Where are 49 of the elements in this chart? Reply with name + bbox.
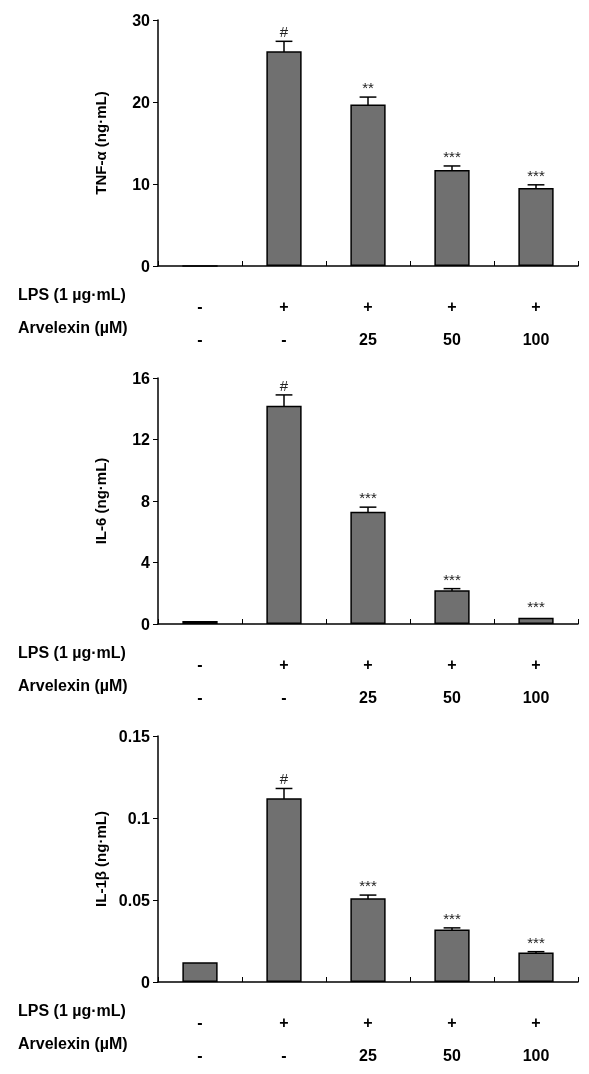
x-tick-label: + 100 <box>522 1014 550 1064</box>
x-tick-label: + 50 <box>443 1014 461 1064</box>
annotation: *** <box>527 933 545 951</box>
x-tick-label: + 100 <box>522 298 550 348</box>
annotation: # <box>279 376 289 394</box>
text: LPS (1 µg·mL) <box>18 643 126 661</box>
x-tick-label: + - <box>279 656 289 706</box>
annotation: *** <box>359 489 377 507</box>
y-tick-label: 0.1 <box>127 809 151 827</box>
text: Arvelexin (µM) <box>18 1034 128 1052</box>
y-tick-label: 30 <box>132 11 151 29</box>
y-tick-label: 0 <box>141 973 151 991</box>
annotation: *** <box>527 166 545 184</box>
x-tick-label: + 100 <box>522 656 550 706</box>
y-tick-label: 10 <box>132 175 151 193</box>
annotation: # <box>279 770 289 788</box>
y-tick-label: 8 <box>141 492 151 510</box>
x-tick-label: - - <box>197 1014 203 1064</box>
annotation: *** <box>359 877 377 895</box>
y-axis-title: IL-6 (ng·mL) <box>92 457 109 545</box>
y-tick-label: 4 <box>141 554 151 571</box>
x-tick-label: + 25 <box>359 1014 377 1064</box>
annotation: *** <box>443 147 461 165</box>
x-tick-label: + 50 <box>443 298 461 348</box>
annotation: ** <box>362 79 374 97</box>
annotation: *** <box>443 570 461 588</box>
text: Arvelexin (µM) <box>18 318 128 336</box>
x-tick-label: + 50 <box>443 656 461 706</box>
y-tick-label: 0.15 <box>118 727 151 745</box>
text: LPS (1 µg·mL) <box>18 285 126 303</box>
annotation: # <box>279 23 289 41</box>
annotation: *** <box>443 909 461 927</box>
x-tick-label: + 25 <box>359 656 377 706</box>
y-tick-label: 20 <box>132 93 151 111</box>
x-tick-label: + 25 <box>359 298 377 348</box>
x-tick-label: + - <box>279 298 289 348</box>
x-tick-label: + - <box>279 1014 289 1064</box>
y-tick-label: 0 <box>141 615 151 633</box>
x-tick-label: - - <box>197 656 203 706</box>
y-axis-title: TNF-α (ng·mL) <box>92 91 109 195</box>
y-tick-label: 0.05 <box>118 891 151 909</box>
x-tick-label: - - <box>197 298 203 348</box>
text: LPS (1 µg·mL) <box>18 1001 126 1019</box>
y-tick-label: 12 <box>132 431 151 448</box>
y-tick-label: 0 <box>141 257 151 275</box>
text: Arvelexin (µM) <box>18 676 128 694</box>
annotation: *** <box>527 598 545 616</box>
y-axis-title: IL-1β (ng·mL) <box>91 811 109 907</box>
y-tick-label: 16 <box>132 369 151 387</box>
